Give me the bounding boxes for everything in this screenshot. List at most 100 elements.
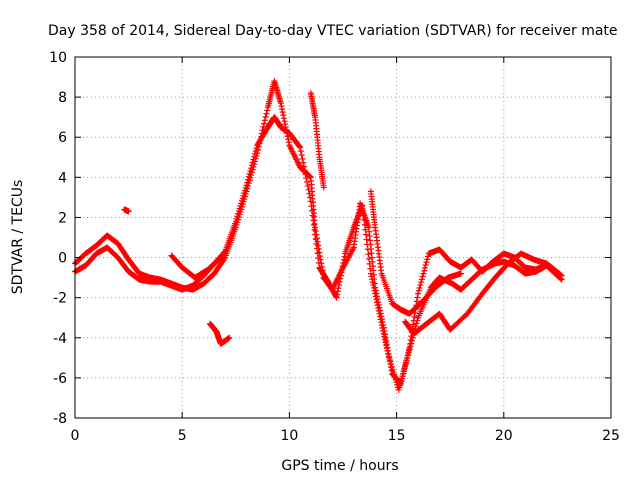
data-point bbox=[421, 264, 428, 271]
x-tick-label: 25 bbox=[602, 428, 620, 444]
data-marks bbox=[72, 78, 565, 393]
data-point bbox=[334, 291, 341, 298]
data-point bbox=[245, 176, 252, 183]
data-point bbox=[307, 173, 314, 180]
data-point bbox=[335, 285, 342, 292]
data-point bbox=[407, 343, 414, 350]
data-point bbox=[411, 313, 418, 320]
data-point bbox=[300, 159, 307, 166]
data-point bbox=[244, 179, 251, 186]
data-point bbox=[337, 275, 344, 282]
data-point bbox=[408, 340, 415, 347]
data-point bbox=[304, 182, 311, 189]
data-point bbox=[312, 231, 319, 238]
data-point bbox=[339, 266, 346, 273]
data-point bbox=[297, 148, 304, 155]
data-point bbox=[404, 354, 411, 361]
data-point bbox=[338, 269, 345, 276]
data-point bbox=[249, 159, 256, 166]
data-point bbox=[381, 336, 388, 343]
data-point bbox=[378, 322, 385, 329]
data-point bbox=[383, 345, 390, 352]
data-point bbox=[277, 100, 284, 107]
data-point bbox=[310, 222, 317, 229]
data-point bbox=[377, 316, 384, 323]
data-point bbox=[315, 259, 322, 266]
data-point bbox=[304, 179, 311, 186]
data-point bbox=[367, 265, 374, 272]
data-point bbox=[374, 302, 381, 309]
data-point bbox=[406, 346, 413, 353]
data-point bbox=[320, 184, 327, 191]
data-point bbox=[306, 190, 313, 197]
data-point bbox=[366, 260, 373, 267]
data-point bbox=[419, 273, 426, 280]
data-point bbox=[309, 212, 316, 219]
data-point bbox=[457, 270, 464, 277]
data-point bbox=[246, 170, 253, 177]
data-point bbox=[305, 186, 312, 193]
series-track-b bbox=[72, 114, 565, 393]
data-point bbox=[302, 171, 309, 178]
data-point bbox=[280, 115, 287, 122]
data-point bbox=[543, 260, 550, 267]
data-point bbox=[380, 330, 387, 337]
x-tick-label: 5 bbox=[178, 428, 187, 444]
data-point bbox=[309, 207, 316, 214]
data-point bbox=[263, 110, 270, 117]
data-point bbox=[362, 231, 369, 238]
data-point bbox=[301, 167, 308, 174]
data-point bbox=[251, 150, 258, 157]
data-point bbox=[380, 327, 387, 334]
data-point bbox=[226, 334, 233, 341]
data-point bbox=[285, 136, 292, 143]
series-track-c bbox=[307, 90, 327, 191]
data-point bbox=[333, 294, 340, 301]
data-point bbox=[413, 298, 420, 305]
data-point bbox=[369, 276, 376, 283]
series-track-d bbox=[367, 188, 464, 317]
data-point bbox=[363, 236, 370, 243]
data-point bbox=[303, 175, 310, 182]
data-point bbox=[420, 270, 427, 277]
data-point bbox=[370, 284, 377, 291]
data-point bbox=[375, 304, 382, 311]
data-point bbox=[373, 299, 380, 306]
data-point bbox=[373, 296, 380, 303]
data-point bbox=[378, 319, 385, 326]
data-point bbox=[372, 293, 379, 300]
data-point bbox=[281, 118, 288, 125]
data-point bbox=[371, 287, 378, 294]
y-tick-label: -4 bbox=[53, 331, 67, 347]
data-point bbox=[364, 246, 371, 253]
data-point bbox=[366, 255, 373, 262]
data-point bbox=[359, 207, 366, 214]
y-tick-label: -8 bbox=[53, 411, 67, 427]
x-tick-label: 20 bbox=[495, 428, 513, 444]
data-point bbox=[313, 240, 320, 247]
data-point bbox=[360, 212, 367, 219]
data-point bbox=[370, 282, 377, 289]
data-point bbox=[217, 254, 224, 261]
tick-labels: 0 5 10 15 20 25 -8 -6 -4 -2 0 2 4 6 8 10 bbox=[49, 50, 620, 444]
y-tick-label: 8 bbox=[58, 90, 67, 106]
data-point bbox=[339, 263, 346, 270]
series-track-h bbox=[207, 320, 233, 347]
data-point bbox=[418, 276, 425, 283]
grid bbox=[75, 57, 611, 418]
data-point bbox=[261, 117, 268, 124]
data-point bbox=[367, 270, 374, 277]
data-point bbox=[424, 256, 431, 263]
data-point bbox=[308, 203, 315, 210]
data-point bbox=[376, 310, 383, 317]
data-point bbox=[245, 173, 252, 180]
data-point bbox=[280, 112, 287, 119]
y-tick-label: -6 bbox=[53, 371, 67, 387]
data-point bbox=[296, 143, 303, 150]
data-point bbox=[252, 147, 259, 154]
data-point bbox=[262, 114, 269, 121]
data-point bbox=[311, 226, 318, 233]
series-track-a bbox=[72, 78, 565, 387]
plot-frame bbox=[74, 56, 612, 419]
data-point bbox=[300, 163, 307, 170]
